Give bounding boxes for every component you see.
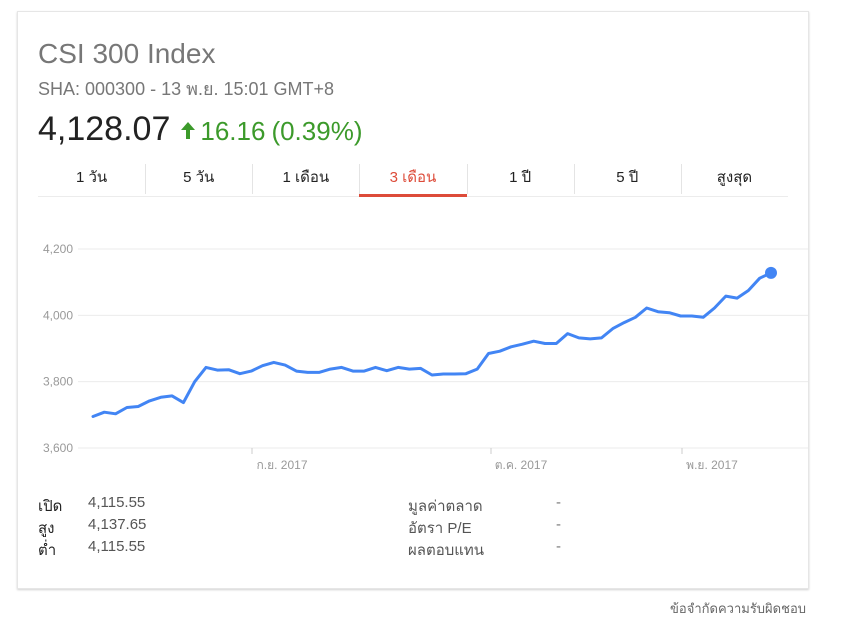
stat-label-open: เปิด <box>38 498 63 515</box>
stat-label-low: ต่ำ <box>38 542 57 559</box>
stat-label-dividend-yield: ผลตอบแทน <box>408 542 485 559</box>
tab-5-years[interactable]: 5 ปี <box>573 162 681 196</box>
change-value: 16.16 <box>200 116 266 146</box>
y-tick-label: 4,000 <box>43 308 73 322</box>
tab-1-day[interactable]: 1 วัน <box>75 169 108 186</box>
price-line <box>91 271 773 418</box>
price-chart[interactable]: 3,600 3,800 4,000 4,200 ก.ย. 2017 ต.ค. 2017 พ… <box>18 12 808 492</box>
x-tick-label: พ.ย. 2017 <box>686 458 738 472</box>
price-change: 16.16 (0.39%) <box>180 116 362 147</box>
stat-label-high: สูง <box>38 520 55 537</box>
stat-value-high: 4,137.65 <box>88 516 147 533</box>
time-range-tabs: 1 วัน 5 วัน 1 เดือน 3 เดือน 1 ปี 5 ปี สู… <box>38 162 788 197</box>
stat-value-market-cap: - <box>556 494 561 511</box>
y-tick-label: 4,200 <box>43 242 73 256</box>
stat-label-market-cap: มูลค่าตลาด <box>408 498 483 515</box>
stock-card: CSI 300 Index SHA: 000300 - 13 พ.ย. 15:0… <box>17 11 809 589</box>
arrow-up-icon <box>181 122 196 139</box>
stat-value-dividend-yield: - <box>556 538 561 555</box>
stat-value-low: 4,115.55 <box>88 538 146 555</box>
stat-label-pe-ratio: อัตรา P/E <box>408 520 472 537</box>
y-tick-label: 3,600 <box>43 441 73 455</box>
tab-5-days[interactable]: 5 วัน <box>145 162 252 196</box>
stat-value-open: 4,115.55 <box>88 494 146 511</box>
x-tick-label: ต.ค. 2017 <box>495 458 548 472</box>
change-percent: (0.39%) <box>271 116 363 146</box>
tab-max[interactable]: สูงสุด <box>680 162 788 196</box>
disclaimer-link[interactable]: ข้อจำกัดความรับผิดชอบ <box>670 601 806 616</box>
last-price-point <box>765 266 777 279</box>
stat-row-high: สูง 4,137.65 อัตรา P/E - <box>38 516 598 538</box>
stats-table: เปิด 4,115.55 มูลค่าตลาด - สูง 4,137.65 … <box>38 494 598 560</box>
stat-value-pe-ratio: - <box>556 516 561 533</box>
current-price: 4,128.07 <box>38 110 171 148</box>
x-tick-label: ก.ย. 2017 <box>257 458 308 472</box>
tab-1-month[interactable]: 1 เดือน <box>252 162 359 196</box>
index-title: CSI 300 Index <box>38 38 216 69</box>
stat-row-open: เปิด 4,115.55 มูลค่าตลาด - <box>38 494 598 516</box>
y-tick-label: 3,800 <box>43 375 73 389</box>
index-subtitle: SHA: 000300 - 13 พ.ย. 15:01 GMT+8 <box>38 79 335 99</box>
tab-1-year[interactable]: 1 ปี <box>466 162 574 196</box>
price-row: 4,128.07 16.16 (0.39%) <box>38 110 362 149</box>
tab-3-months[interactable]: 3 เดือน <box>359 162 467 197</box>
stat-row-low: ต่ำ 4,115.55 ผลตอบแทน - <box>38 538 598 560</box>
